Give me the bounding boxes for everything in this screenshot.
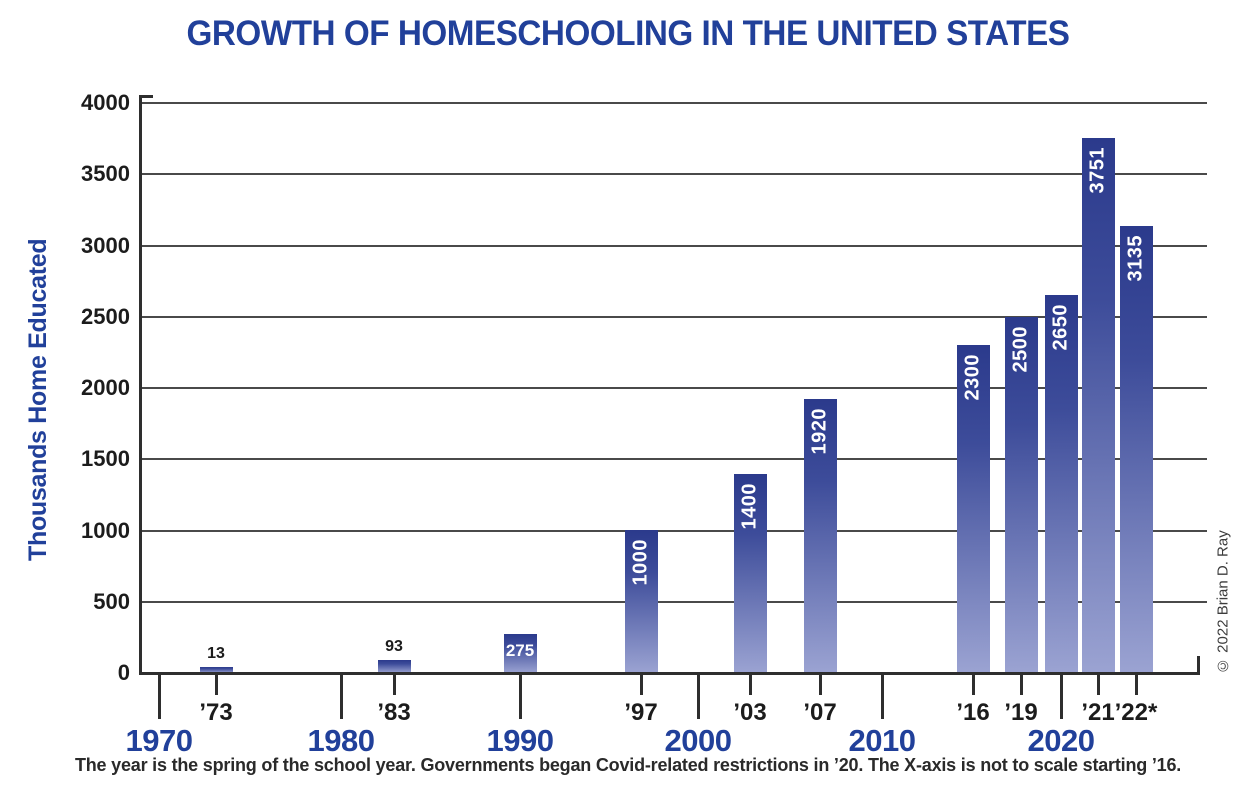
bar-value-label: 1400 [738, 483, 761, 530]
bar-value-label: 93 [385, 638, 403, 655]
y-axis-line [139, 95, 142, 675]
x-minor-tick [215, 673, 218, 695]
x-axis-end-cap [1197, 656, 1200, 673]
bar-07: 1920 [803, 399, 837, 673]
x-minor-label: ’03 [733, 699, 767, 726]
chart-footnote: The year is the spring of the school yea… [74, 755, 1182, 775]
y-tick-label-500: 500 [93, 588, 130, 614]
x-major-label: 1970 [125, 723, 193, 758]
bar-value-label: 1920 [808, 408, 831, 455]
gridline-500 [139, 600, 1207, 603]
bar-97: 1000 [624, 530, 658, 673]
bar-value-label: 3751 [1086, 147, 1109, 194]
x-minor-label: ’21 [1081, 699, 1115, 726]
x-minor-tick [1097, 673, 1100, 695]
bar-value-label: 2500 [1009, 326, 1032, 373]
x-major-tick [340, 673, 343, 719]
y-tick-label-3000: 3000 [81, 232, 130, 258]
bar-19: 2500 [1004, 317, 1038, 673]
gridline-2000 [139, 387, 1207, 389]
y-tick-label-0: 0 [117, 660, 130, 685]
x-minor-tick [972, 673, 975, 695]
bar-03: 1400 [733, 474, 767, 673]
x-major-tick [881, 673, 884, 719]
bar-16: 2300 [956, 345, 990, 673]
bar-value-label: 2650 [1049, 304, 1072, 351]
bar-value-label: 1000 [629, 539, 652, 586]
x-minor-tick [1020, 673, 1023, 695]
bar-value-label: 275 [505, 641, 535, 660]
x-major-label: 2010 [848, 723, 916, 758]
bar-1990: 275 [503, 634, 537, 673]
x-minor-tick [749, 673, 752, 695]
y-axis-top-cap [139, 95, 153, 98]
gridline-1000 [139, 529, 1207, 532]
x-major-tick [158, 673, 161, 719]
x-minor-label: ’83 [377, 699, 411, 726]
gridline-3500 [139, 173, 1207, 176]
bar-73 [199, 667, 233, 673]
gridline-2500 [139, 315, 1207, 318]
x-major-label: 2020 [1027, 723, 1095, 758]
x-minor-label: ’07 [803, 699, 837, 726]
chart-title: GROWTH OF HOMESCHOOLING IN THE UNITED ST… [186, 14, 1070, 53]
x-minor-label: ’22* [1114, 699, 1158, 726]
x-major-tick [519, 673, 522, 719]
y-tick-label-2500: 2500 [81, 303, 130, 329]
x-minor-tick [393, 673, 396, 695]
y-tick-label-4000: 4000 [81, 90, 130, 115]
bar-22*: 3135 [1119, 226, 1153, 673]
x-minor-label: ’16 [956, 699, 990, 726]
gridline-3000 [139, 244, 1207, 247]
y-tick-label-3500: 3500 [81, 161, 130, 187]
x-minor-tick [1135, 673, 1138, 695]
gridline-4000 [139, 102, 1207, 104]
bar-21: 3751 [1081, 138, 1115, 673]
x-major-label: 1980 [307, 723, 375, 758]
bar-value-label: 13 [207, 645, 225, 662]
x-minor-label: ’19 [1004, 699, 1038, 726]
bar-value-label: 2300 [961, 354, 984, 401]
x-major-tick [697, 673, 700, 719]
x-major-tick [1060, 673, 1063, 719]
y-tick-label-1500: 1500 [81, 446, 130, 472]
bar-value-label: 3135 [1124, 235, 1147, 282]
bar-2020: 2650 [1044, 295, 1078, 673]
y-tick-label-2000: 2000 [81, 375, 130, 400]
x-minor-label: ’73 [199, 699, 233, 726]
x-minor-tick [819, 673, 822, 695]
gridline-1500 [139, 458, 1207, 461]
x-major-label: 1990 [486, 723, 554, 758]
y-tick-label-1000: 1000 [81, 517, 130, 543]
x-minor-label: ’97 [624, 699, 658, 726]
copyright-credit: © 2022 Brian D. Ray [1214, 530, 1232, 674]
x-minor-tick [640, 673, 643, 695]
x-axis-line [139, 672, 1200, 675]
x-major-label: 2000 [664, 723, 732, 758]
bar-83 [377, 660, 411, 673]
